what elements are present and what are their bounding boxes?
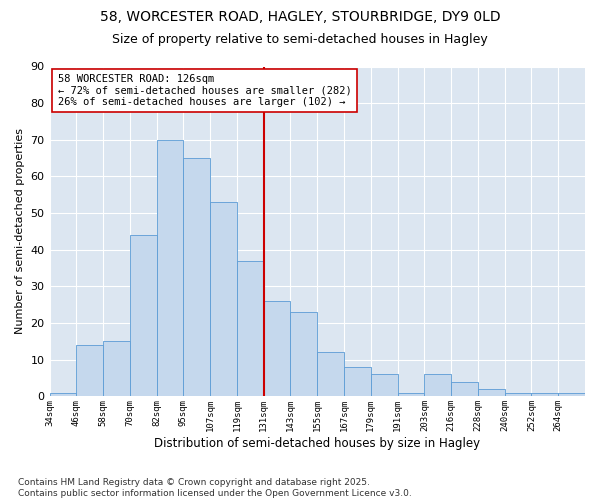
X-axis label: Distribution of semi-detached houses by size in Hagley: Distribution of semi-detached houses by … [154, 437, 481, 450]
Bar [478, 389, 505, 396]
Text: Contains HM Land Registry data © Crown copyright and database right 2025.
Contai: Contains HM Land Registry data © Crown c… [18, 478, 412, 498]
Text: Size of property relative to semi-detached houses in Hagley: Size of property relative to semi-detach… [112, 32, 488, 46]
Bar [237, 261, 264, 396]
Bar [558, 393, 585, 396]
Bar [505, 393, 532, 396]
Bar [264, 301, 290, 396]
Bar [76, 345, 103, 397]
Bar [424, 374, 451, 396]
Bar [290, 312, 317, 396]
Bar [398, 393, 424, 396]
Bar [210, 202, 237, 396]
Bar [130, 235, 157, 396]
Bar [371, 374, 398, 396]
Bar [50, 393, 76, 396]
Bar [532, 393, 558, 396]
Text: 58, WORCESTER ROAD, HAGLEY, STOURBRIDGE, DY9 0LD: 58, WORCESTER ROAD, HAGLEY, STOURBRIDGE,… [100, 10, 500, 24]
Bar [103, 342, 130, 396]
Bar [317, 352, 344, 397]
Y-axis label: Number of semi-detached properties: Number of semi-detached properties [15, 128, 25, 334]
Bar [451, 382, 478, 396]
Bar [157, 140, 184, 396]
Text: 58 WORCESTER ROAD: 126sqm
← 72% of semi-detached houses are smaller (282)
26% of: 58 WORCESTER ROAD: 126sqm ← 72% of semi-… [58, 74, 352, 107]
Bar [184, 158, 210, 396]
Bar [344, 367, 371, 396]
